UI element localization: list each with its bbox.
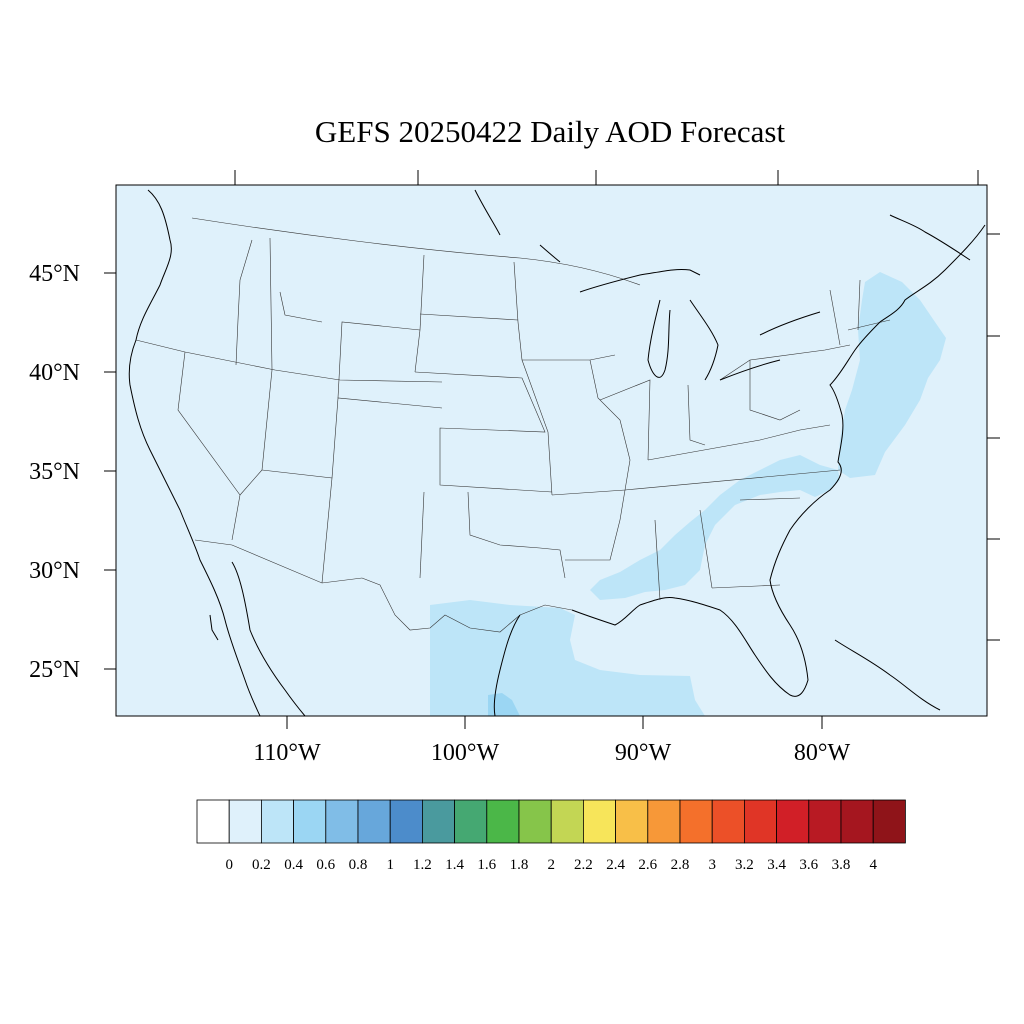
- colorbar-label: 4: [869, 857, 877, 873]
- colorbar-swatch: [260, 799, 294, 844]
- colorbar-swatch: [325, 799, 359, 844]
- colorbar-swatch: [196, 799, 230, 844]
- colorbar-swatch: [421, 799, 455, 844]
- colorbar-label: 3.2: [735, 857, 754, 873]
- colorbar-swatch: [808, 799, 842, 844]
- lat-labels: 45°N 40°N 35°N 30°N 25°N: [29, 261, 80, 683]
- lat-label-30: 30°N: [29, 558, 80, 584]
- colorbar-swatch: [486, 799, 520, 844]
- colorbar-label: 0.2: [252, 857, 271, 873]
- colorbar-swatch: [550, 799, 584, 844]
- lon-label-100w: 100°W: [431, 740, 500, 766]
- colorbar-label: 3.8: [832, 857, 851, 873]
- colorbar-swatch: [647, 799, 681, 844]
- colorbar-label: 0.8: [349, 857, 368, 873]
- colorbar-label: 1: [386, 857, 394, 873]
- colorbar-swatch: [518, 799, 552, 844]
- lat-label-35: 35°N: [29, 459, 80, 485]
- colorbar-labels: 0 0.2 0.4 0.6 0.8 1 1.2 1.4 1.6 1.8 2 2.2 2.4 2.6 2.8 3…: [225, 857, 877, 873]
- lon-label-80w: 80°W: [794, 740, 851, 766]
- aod-region-gulf: [430, 600, 705, 716]
- colorbar-swatch: [744, 799, 778, 844]
- lat-label-45: 45°N: [29, 261, 80, 287]
- colorbar-label: 3: [708, 857, 716, 873]
- colorbar-label: 1.4: [445, 857, 464, 873]
- colorbar-swatch: [357, 799, 391, 844]
- colorbar-swatch: [389, 799, 423, 844]
- colorbar-swatch: [776, 799, 810, 844]
- colorbar-swatch: [872, 799, 906, 844]
- lon-label-90w: 90°W: [615, 740, 672, 766]
- colorbar-swatch: [711, 799, 745, 844]
- colorbar-label: 3.6: [799, 857, 818, 873]
- colorbar: [196, 799, 906, 844]
- colorbar-label: 1.6: [477, 857, 496, 873]
- coastlines: [128, 189, 986, 716]
- colorbar-swatch: [454, 799, 488, 844]
- lon-labels: 110°W 100°W 90°W 80°W: [253, 740, 850, 766]
- colorbar-swatch: [615, 799, 649, 844]
- right-ticks: [987, 233, 1000, 641]
- map-title: GEFS 20250422 Daily AOD Forecast: [315, 114, 786, 149]
- map-area: [116, 185, 987, 716]
- colorbar-label: 0.6: [316, 857, 335, 873]
- colorbar-label: 1.2: [413, 857, 432, 873]
- colorbar-label: 2: [547, 857, 555, 873]
- aod-region-atlantic: [838, 272, 946, 478]
- lat-label-25: 25°N: [29, 657, 80, 683]
- colorbar-label: 0.4: [284, 857, 303, 873]
- lat-ticks: [104, 272, 116, 670]
- aod-shading-0-4-0-6: [488, 693, 520, 716]
- colorbar-label: 2.6: [638, 857, 657, 873]
- colorbar-label: 2.2: [574, 857, 593, 873]
- lon-ticks-top: [234, 170, 979, 185]
- colorbar-label: 2.8: [671, 857, 690, 873]
- aod-shading-0-2-0-4: [430, 272, 946, 716]
- colorbar-swatch: [228, 799, 262, 844]
- colorbar-label: 1.8: [510, 857, 529, 873]
- colorbar-swatch: [293, 799, 327, 844]
- colorbar-label: 0: [225, 857, 233, 873]
- colorbar-label: 3.4: [767, 857, 786, 873]
- aod-region-southeast: [590, 455, 840, 600]
- colorbar-swatch: [679, 799, 713, 844]
- lon-label-110w: 110°W: [253, 740, 321, 766]
- lon-ticks-bottom: [286, 716, 823, 729]
- lat-label-40: 40°N: [29, 360, 80, 386]
- colorbar-label: 2.4: [606, 857, 625, 873]
- map-frame: [115, 184, 988, 717]
- state-borders: [135, 217, 891, 633]
- colorbar-swatch: [583, 799, 617, 844]
- colorbar-swatch: [840, 799, 874, 844]
